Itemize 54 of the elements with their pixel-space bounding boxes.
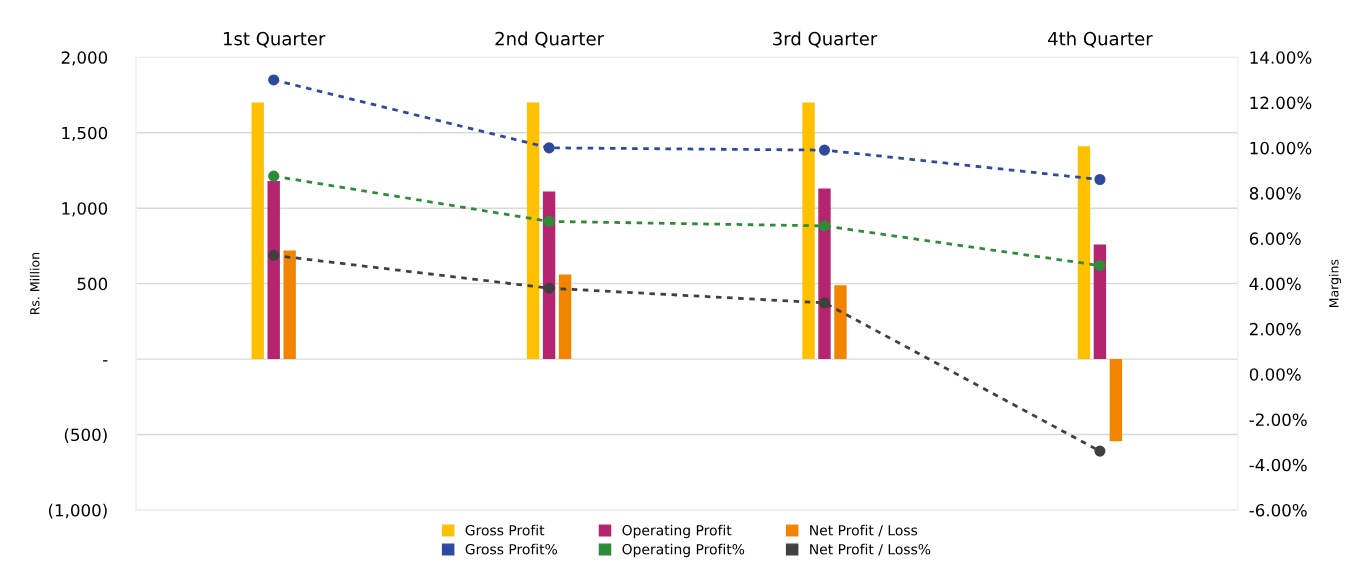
point (818, 220, 831, 232)
y-axis-title: Rs. Million (29, 253, 40, 315)
y2-tick-label: 14.00% (1250, 51, 1312, 64)
point (1094, 445, 1106, 457)
point (543, 282, 555, 294)
y2-tick-label: 4.00% (1249, 277, 1301, 291)
y2-tick-label: -2.00% (1249, 413, 1307, 427)
y-tick-label: (1,000) (48, 503, 107, 519)
point (268, 249, 280, 261)
legend-label: Operating Profit% (622, 543, 745, 558)
point (818, 144, 831, 156)
x-tick-label: 1st Quarter (223, 31, 326, 48)
y2-tick-label: 10.00% (1250, 141, 1312, 155)
y-tick-label: (500) (64, 428, 107, 444)
bar (251, 102, 264, 360)
y2-axis-title: Margins (1328, 259, 1342, 308)
point (818, 297, 831, 309)
legend-label: Operating Profit (622, 524, 732, 539)
y-tick-label: 500 (77, 277, 108, 291)
x-tick-label: 4th Quarter (1048, 31, 1153, 48)
y2-tick-label: 8.00% (1249, 187, 1301, 200)
y-tick-label: 1,000 (62, 202, 108, 217)
x-tick-label: 2nd Quarter (495, 31, 605, 48)
bar (818, 188, 831, 360)
point (1094, 173, 1106, 186)
bar (267, 181, 280, 360)
legend-label: Gross Profit% (465, 543, 558, 555)
bar (558, 274, 572, 360)
y-tick-label: - (103, 360, 108, 362)
y-tick-label: 2,000 (61, 51, 108, 66)
bar (834, 285, 847, 360)
y2-tick-label: 0.00% (1249, 368, 1301, 381)
y-tick-label: 1,500 (62, 126, 108, 142)
point (1094, 259, 1106, 272)
bar (1077, 146, 1091, 360)
bar (1109, 359, 1123, 442)
bar (1093, 244, 1107, 360)
point (268, 170, 280, 182)
y2-tick-label: -6.00% (1249, 503, 1307, 517)
legend-label: Net Profit / Loss% (810, 543, 931, 556)
bar (802, 102, 815, 360)
point (543, 215, 555, 227)
point (268, 74, 280, 86)
bar (283, 250, 296, 360)
y2-tick-label: 2.00% (1249, 322, 1301, 336)
y2-tick-label: 12.00% (1250, 96, 1312, 110)
x-tick-label: 3rd Quarter (773, 31, 878, 48)
bar (542, 191, 556, 360)
y2-tick-label: 6.00% (1249, 232, 1301, 245)
y2-tick-label: -4.00% (1249, 458, 1307, 472)
legend-label: Gross Profit (465, 524, 545, 536)
bar (526, 102, 540, 360)
point (543, 142, 555, 154)
legend-label: Net Profit / Loss (810, 524, 918, 537)
